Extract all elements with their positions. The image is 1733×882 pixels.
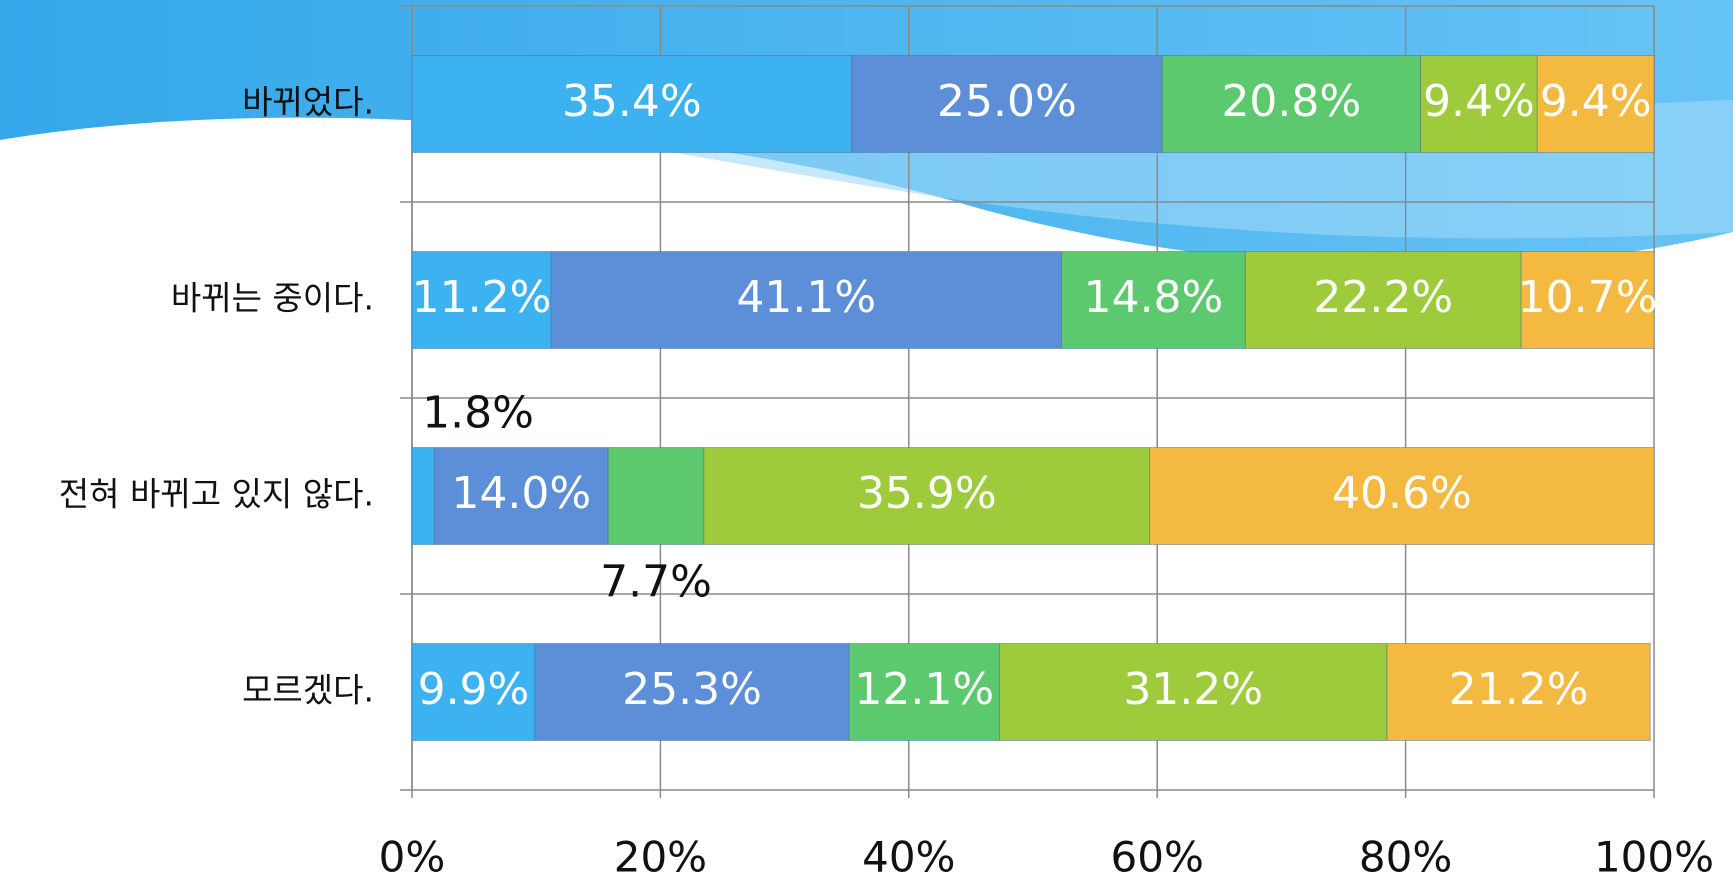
data-label: 9.9% <box>418 664 530 715</box>
data-label: 11.2% <box>412 272 552 323</box>
bar-segment <box>412 448 434 545</box>
data-label: 31.2% <box>1123 664 1263 715</box>
x-tick-label: 20% <box>614 833 707 882</box>
x-tick-label: 80% <box>1359 833 1452 882</box>
plot-area: 0% 20% 40% 60% 80% 100% 바뀌었다. 35.4% 25.0% 20.8% 9.… <box>59 6 1714 882</box>
data-label: 35.9% <box>857 468 997 519</box>
data-label: 12.1% <box>854 664 994 715</box>
x-tick-label: 40% <box>862 833 955 882</box>
data-label: 10.7% <box>1518 272 1658 323</box>
page: {"chart_data": { "type": "stacked_barh",… <box>0 0 1733 882</box>
data-label: 25.0% <box>937 76 1077 127</box>
data-label: 9.4% <box>1540 76 1652 127</box>
category-label: 모르겠다. <box>242 671 374 710</box>
data-label: 40.6% <box>1332 468 1472 519</box>
bar-segment <box>608 448 704 545</box>
chart: 0% 20% 40% 60% 80% 100% 바뀌었다. 35.4% 25.0% 20.8% 9.… <box>0 0 1733 882</box>
data-label: 14.0% <box>451 468 591 519</box>
x-tick-label: 60% <box>1111 833 1204 882</box>
data-label: 21.2% <box>1449 664 1589 715</box>
data-label: 7.7% <box>600 557 712 608</box>
data-label: 35.4% <box>562 76 702 127</box>
data-label: 20.8% <box>1221 76 1361 127</box>
data-label: 22.2% <box>1313 272 1453 323</box>
data-label: 9.4% <box>1423 76 1535 127</box>
category-label: 바뀌었다. <box>242 83 374 122</box>
data-label: 25.3% <box>622 664 762 715</box>
data-label: 41.1% <box>736 272 876 323</box>
x-tick-label: 0% <box>379 833 446 882</box>
data-label: 1.8% <box>422 388 534 439</box>
x-tick-label: 100% <box>1594 833 1714 882</box>
category-label: 바뀌는 중이다. <box>171 279 374 318</box>
data-label: 14.8% <box>1084 272 1224 323</box>
category-label: 전혀 바뀌고 있지 않다. <box>59 475 374 514</box>
